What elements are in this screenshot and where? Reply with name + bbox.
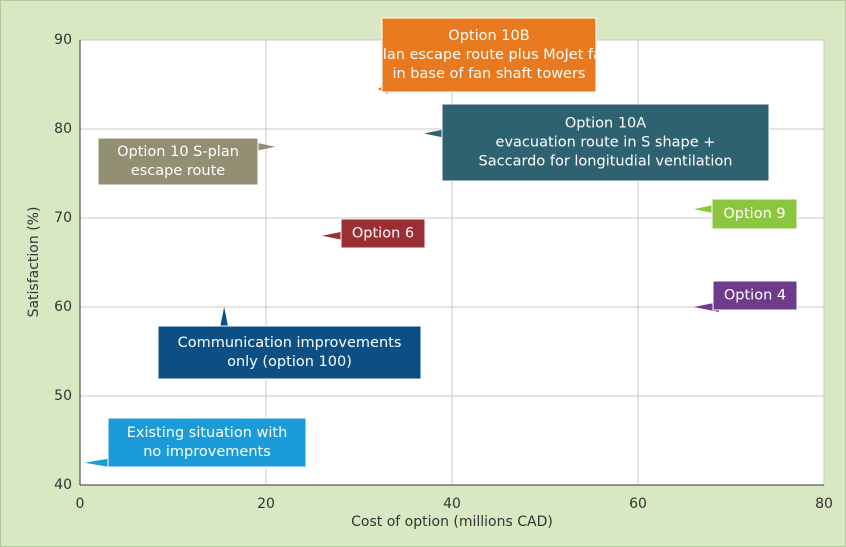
callout-label: Existing situation with [127, 425, 288, 441]
y-tick-label: 80 [54, 121, 72, 137]
x-tick-label: 0 [76, 496, 85, 512]
y-tick-label: 60 [54, 299, 72, 315]
y-tick-label: 50 [54, 388, 72, 404]
callout-pointer [84, 457, 114, 468]
y-tick-label: 70 [54, 210, 72, 226]
callout-box [711, 198, 798, 230]
callout-label: Option 10A [565, 116, 646, 132]
callout-label: Option 10B [448, 28, 529, 44]
callout-box [97, 137, 259, 186]
y-tick-label: 90 [54, 32, 72, 48]
callout-box [157, 325, 422, 380]
x-tick-label: 40 [443, 496, 461, 512]
callout-label: in base of fan shaft towers [392, 66, 585, 82]
callout-box [340, 218, 426, 249]
callout-box [441, 103, 770, 182]
callout-label: Option 4 [724, 288, 786, 304]
callout-box [107, 417, 307, 468]
callout-label: Saccardo for longitudial ventilation [479, 154, 733, 170]
x-tick-label: 20 [257, 496, 275, 512]
callout-box [381, 17, 597, 93]
callout-label: evacuation route in S shape + [496, 135, 716, 151]
x-tick-label: 60 [629, 496, 647, 512]
callout-label: Option 10 S-plan [117, 144, 239, 160]
callout-label: escape route [131, 163, 225, 179]
callout-label: only (option 100) [227, 354, 352, 370]
callout-label: Option 9 [723, 206, 785, 222]
callout-label: Communication improvements [178, 335, 402, 351]
callout-box [712, 280, 798, 311]
x-tick-label: 80 [815, 496, 833, 512]
callout-label: S-plan escape route plus MoJet fans [359, 47, 619, 63]
x-axis-label: Cost of option (millions CAD) [351, 514, 553, 530]
y-tick-label: 40 [54, 477, 72, 493]
callout-label: no improvements [143, 444, 271, 460]
callout-label: Option 6 [352, 226, 414, 242]
y-axis-label: Satisfaction (%) [26, 207, 42, 318]
